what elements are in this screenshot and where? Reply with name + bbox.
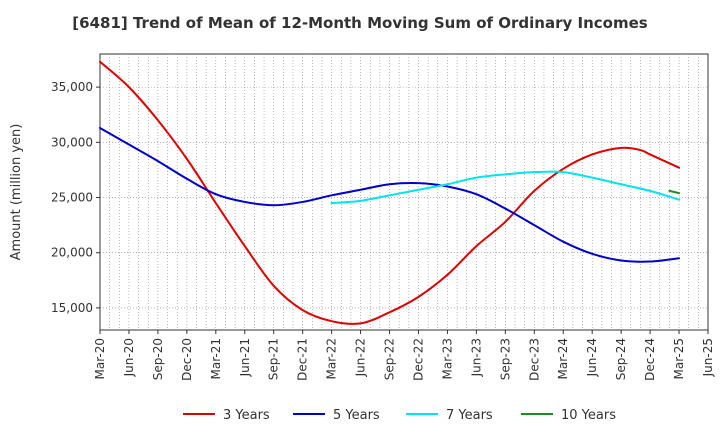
y-tick-label: 35,000 (51, 80, 93, 94)
grid-layer (100, 54, 708, 330)
x-tick-label: Mar-20 (93, 338, 107, 379)
x-tick-label: Jun-22 (354, 338, 368, 377)
x-tick-label: Sep-21 (267, 338, 281, 380)
x-tick-label: Jun-24 (585, 338, 599, 377)
x-tick-label: Dec-23 (527, 338, 541, 381)
x-tick-label: Mar-21 (209, 338, 223, 379)
x-tick-label: Jun-21 (238, 338, 252, 377)
x-tick-label: Mar-22 (325, 338, 339, 379)
y-axis-title: Amount (million yen) (9, 124, 24, 261)
x-tick-label: Sep-23 (498, 338, 512, 380)
series-layer (99, 60, 681, 325)
x-tick-label: Dec-22 (411, 338, 425, 381)
series-line-10-years (668, 189, 681, 195)
x-tick-label: Dec-20 (180, 338, 194, 381)
y-tick-label: 30,000 (51, 135, 93, 149)
x-tick-label: Mar-24 (556, 338, 570, 379)
x-tick-label: Sep-22 (383, 338, 397, 380)
x-tick-label: Sep-24 (614, 338, 628, 380)
series-line-3-years (99, 60, 681, 325)
legend-label-5-years: 5 Years (333, 408, 380, 423)
legend-label-10-years: 10 Years (561, 408, 616, 423)
y-tick-label: 20,000 (51, 246, 93, 260)
x-tick-label: Dec-24 (643, 338, 657, 381)
series-line-5-years (99, 126, 681, 263)
x-tick-label: Jun-23 (469, 338, 483, 377)
x-tick-label: Sep-20 (151, 338, 165, 380)
legend: 3 Years 5 Years 7 Years 10 Years (183, 408, 616, 423)
legend-label-7-years: 7 Years (446, 408, 493, 423)
series-line-7-years (330, 170, 681, 205)
legend-label-3-years: 3 Years (223, 408, 270, 423)
x-tick-label: Mar-23 (440, 338, 454, 379)
x-tick-label: Mar-25 (672, 338, 686, 379)
y-tick-label: 25,000 (51, 191, 93, 205)
y-tick-label: 15,000 (51, 301, 93, 315)
y-axis: 15,000 20,000 25,000 30,000 35,000 (51, 80, 100, 315)
x-axis: Mar-20 Jun-20 Sep-20 Dec-20 Mar-21 Jun-21 Sep-… (93, 330, 715, 381)
x-tick-label: Jun-20 (122, 338, 136, 377)
x-tick-label: Jun-25 (701, 338, 715, 377)
x-tick-label: Dec-21 (296, 338, 310, 381)
chart-title: [6481] Trend of Mean of 12-Month Moving … (72, 14, 648, 32)
